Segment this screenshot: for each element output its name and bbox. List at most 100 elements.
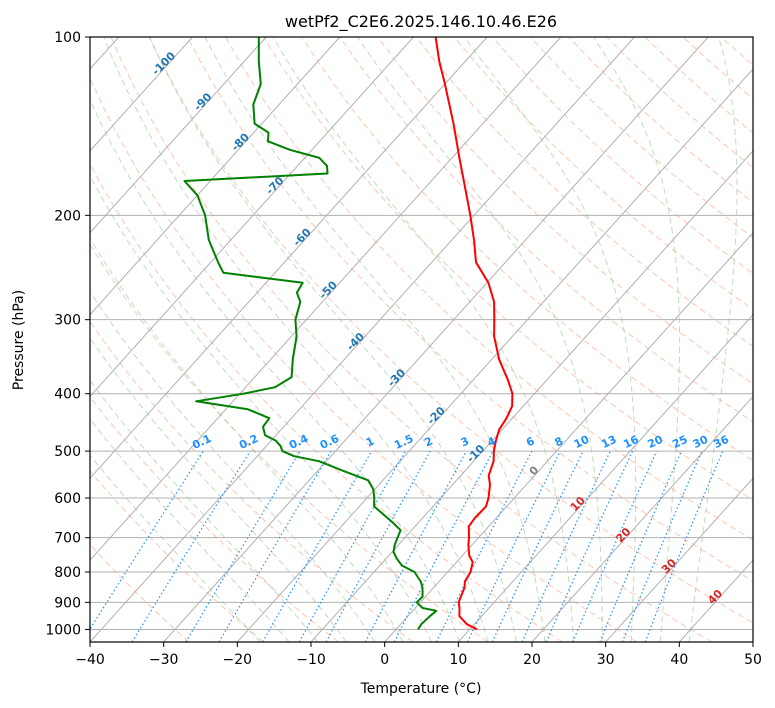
temperature-profile: [434, 37, 514, 631]
isotherm-line: [531, 395, 753, 642]
mixing-ratio-line: [131, 450, 251, 642]
mixing-ratio-line: [545, 450, 634, 642]
mixing-ratio-line: [491, 450, 584, 642]
mixing-ratio-line: [325, 450, 431, 642]
line-labels: 0.1 0.2 0.4 0.6 1 1.5 2 3 4 6 8 10 13 16 20 25 30 36-100-…: [149, 49, 731, 607]
x-tick-label: 0: [380, 652, 389, 668]
y-tick-label: 500: [54, 444, 81, 460]
mixing-ratio-label: 25: [670, 433, 689, 451]
mixing-ratio-label: 6: [524, 434, 537, 449]
isotherm-label: -60: [290, 226, 313, 249]
mixing-ratio-line: [185, 450, 301, 642]
isotherm-line: [90, 37, 267, 234]
mixing-ratio-line: [644, 450, 724, 642]
x-tick-label: 20: [523, 652, 541, 668]
isotherm-label: 10: [568, 494, 588, 514]
mixing-ratio-label: 1.5: [392, 432, 415, 452]
dry-adiabat: [148, 37, 753, 624]
isotherm-line: [752, 641, 753, 642]
moist-adiabat: [103, 37, 489, 642]
y-axis-label: Pressure (hPa): [11, 290, 27, 390]
dry-adiabat: [682, 37, 753, 100]
dry-adiabat: [90, 162, 563, 642]
dry-adiabat: [606, 37, 753, 169]
dry-adiabat: [453, 37, 753, 311]
isotherm-line: [90, 37, 414, 398]
y-tick-label: 700: [54, 531, 81, 547]
mixing-ratio-label: 10: [572, 433, 592, 451]
mixing-ratio-label: 3: [459, 434, 471, 449]
moist-adiabat: [90, 337, 347, 642]
x-tick-label: −20: [223, 652, 253, 668]
dry-adiabat: [90, 543, 190, 642]
dry-adiabat: [644, 37, 753, 134]
moist-adiabat: [90, 418, 290, 642]
moist-adiabat: [272, 37, 575, 642]
moist-adiabat: [149, 37, 517, 642]
dry-adiabat: [377, 37, 753, 385]
isotherm-label: -40: [344, 330, 367, 353]
mixing-ratio-label: 30: [691, 433, 711, 451]
isotherm-line: [90, 37, 562, 561]
mixing-ratio-label: 2: [422, 434, 434, 449]
moist-adiabat: [357, 37, 603, 642]
x-tick-label: 10: [449, 652, 467, 668]
mixing-ratio-label: 8: [553, 434, 565, 449]
y-tick-label: 900: [54, 595, 81, 611]
y-tick-label: 100: [54, 30, 81, 46]
moist-adiabat: [688, 37, 738, 642]
dry-adiabat: [415, 37, 753, 348]
y-tick-label: 300: [54, 313, 81, 329]
isotherm-label: 40: [705, 587, 725, 607]
isotherm-label: 30: [659, 556, 679, 576]
dry-adiabat: [568, 37, 753, 203]
y-tick-label: 1000: [45, 622, 81, 638]
isotherm-label: -50: [317, 278, 340, 301]
mixing-ratio-label: 20: [646, 433, 666, 451]
isotherm-line: [90, 37, 488, 480]
isotherm-line: [90, 37, 341, 316]
dry-adiabat: [90, 396, 339, 642]
plot-frame: [89, 36, 754, 643]
y-tick-label: 200: [54, 208, 81, 224]
isotherm-label: -20: [425, 404, 448, 427]
x-tick-label: −30: [149, 652, 179, 668]
dewpoint-profile: [183, 37, 438, 630]
mixing-ratio-line: [435, 450, 533, 642]
x-tick-label: −10: [296, 652, 326, 668]
moist-adiabat: [90, 379, 319, 642]
x-tick-label: 50: [744, 652, 762, 668]
mixing-ratio-label: 0.2: [237, 432, 260, 452]
mixing-ratio-line: [298, 450, 406, 642]
mixing-ratio-line: [599, 450, 682, 642]
dry-adiabat: [530, 37, 753, 239]
isotherm-line: [90, 37, 193, 152]
moist-adiabat: [592, 37, 681, 642]
isotherm-line: [457, 313, 753, 642]
isotherm-line: [236, 68, 753, 642]
dry-adiabat: [263, 37, 753, 501]
x-tick-label: 40: [670, 652, 688, 668]
isotherm-line: [163, 37, 709, 642]
dry-adiabat: [759, 37, 775, 642]
isotherm-label: 20: [613, 525, 633, 545]
mixing-ratio-line: [364, 450, 467, 642]
isotherm-label: -80: [229, 130, 252, 153]
moist-adiabat: [90, 98, 461, 642]
x-tick-label: 30: [597, 652, 615, 668]
moist-adiabat: [463, 37, 637, 642]
mixing-ratio-label: 36: [712, 433, 732, 451]
x-axis-label: Temperature (°C): [360, 681, 482, 697]
isotherm-label: -100: [149, 49, 178, 78]
mixing-ratio-line: [466, 450, 561, 642]
mixing-ratio-label: 0.4: [287, 432, 310, 452]
axis-ticks: −40 −30 −20 −10 0 10 20 30 40 5010020030040050060…: [45, 30, 762, 668]
mixing-ratio-line: [90, 450, 204, 631]
y-tick-label: 800: [54, 565, 81, 581]
x-tick-label: −40: [75, 652, 105, 668]
y-tick-label: 600: [54, 491, 81, 507]
moist-adiabat: [90, 237, 404, 642]
background-lines: [90, 37, 775, 642]
isotherm-line: [605, 477, 753, 642]
